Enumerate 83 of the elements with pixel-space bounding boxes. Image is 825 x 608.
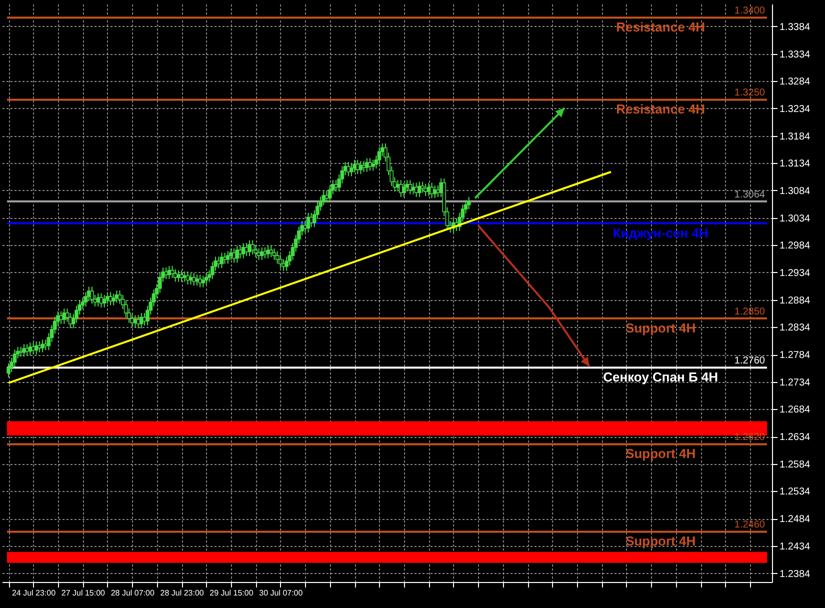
- candlestick: [44, 339, 48, 351]
- candlestick: [90, 286, 94, 304]
- candlestick: [25, 344, 29, 356]
- annotation: 1.3400: [734, 6, 766, 17]
- y-tick-label: 1.2484: [780, 514, 811, 526]
- candlestick: [173, 268, 178, 282]
- candlestick: [272, 248, 276, 260]
- x-tick-label: 28 Jul 23:00: [160, 588, 204, 598]
- y-tick-label: 1.2734: [780, 377, 811, 388]
- y-tick-label: 1.2984: [780, 240, 811, 252]
- candlestick: [275, 250, 280, 264]
- ref-line-label: Support 4H: [626, 320, 696, 336]
- candlestick: [266, 245, 270, 259]
- y-tick-label: 1.3384: [780, 22, 811, 33]
- y-tick-label: 1.2434: [780, 541, 811, 552]
- candlestick: [139, 312, 144, 329]
- y-tick-label: 1.2684: [780, 404, 811, 416]
- candlestick: [377, 146, 382, 165]
- candlestick: [170, 265, 174, 278]
- candlestick: [180, 270, 184, 282]
- x-tick-label: 24 Jul 23:00: [12, 588, 56, 598]
- x-tick-label: 30 Jul 07:00: [259, 588, 304, 598]
- y-tick-label: 1.2384: [780, 568, 811, 580]
- candlestick: [402, 182, 406, 198]
- candlestick: [420, 181, 424, 194]
- y-tick-label: 1.2934: [780, 268, 811, 279]
- candlestick: [303, 220, 308, 234]
- y-tick-label: 1.2634: [780, 432, 811, 444]
- y-tick-label: 1.3184: [780, 131, 811, 142]
- y-tick-label: 1.3334: [780, 49, 811, 60]
- candlestick: [346, 162, 350, 177]
- candlestick: [216, 256, 221, 269]
- candlestick: [418, 181, 422, 198]
- x-tick-label: 28 Jul 07:00: [110, 588, 155, 598]
- ref-line-label: Support 4H: [626, 446, 696, 462]
- candlestick: [352, 159, 356, 173]
- candlestick: [350, 163, 354, 177]
- annotation: 1.2760: [734, 356, 766, 367]
- ref-line-label: Киджун-сен 4H: [612, 225, 708, 240]
- ref-line-label: Сенкоу Спан Б 4H: [603, 370, 718, 385]
- annotation: 1.3250: [734, 88, 766, 99]
- candlestick: [204, 272, 208, 286]
- candlestick: [371, 159, 375, 172]
- y-tick-label: 1.2884: [780, 295, 811, 306]
- candlestick: [466, 196, 471, 210]
- candlestick: [226, 250, 230, 264]
- candlestick: [368, 158, 372, 172]
- x-tick-label: 29 Jul 15:00: [210, 588, 254, 598]
- annotation: 1.3064: [734, 189, 766, 200]
- y-tick-label: 1.2834: [780, 322, 811, 334]
- y-tick-label: 1.2784: [780, 350, 811, 362]
- candlestick: [112, 293, 116, 306]
- y-tick-label: 1.3134: [780, 158, 811, 170]
- y-tick-label: 1.2534: [780, 486, 811, 498]
- ref-line-label: Support 4H: [626, 534, 696, 549]
- annotation: 1.2620: [734, 432, 766, 444]
- candlestick: [269, 245, 274, 258]
- candlestick: [365, 158, 369, 172]
- candlestick: [424, 183, 428, 196]
- ref-line-label: Resistance 4H: [616, 20, 706, 35]
- candlestick: [201, 275, 206, 288]
- ref-line-label: Resistance 4H: [616, 102, 706, 117]
- candlestick: [59, 310, 63, 324]
- candlestick: [250, 240, 255, 255]
- candlestick: [278, 254, 282, 269]
- annotation: 1.2460: [734, 520, 766, 531]
- candlestick: [399, 180, 403, 198]
- y-tick-label: 1.3034: [780, 213, 811, 224]
- y-tick-label: 1.3234: [780, 104, 811, 115]
- y-tick-label: 1.3084: [780, 186, 811, 197]
- candlestick: [408, 180, 412, 195]
- y-tick-label: 1.3284: [780, 76, 811, 88]
- candlestick: [182, 270, 187, 282]
- candlestick: [40, 339, 44, 353]
- candlestick: [164, 267, 168, 280]
- candlestick: [232, 248, 236, 264]
- annotation: 1.2850: [734, 306, 766, 318]
- y-tick-label: 1.2584: [780, 459, 811, 470]
- candlestick: [198, 274, 202, 288]
- candlestick: [96, 292, 100, 307]
- x-tick-label: 27 Jul 15:00: [61, 588, 106, 598]
- candlestick: [108, 292, 112, 306]
- candlestick: [102, 294, 106, 308]
